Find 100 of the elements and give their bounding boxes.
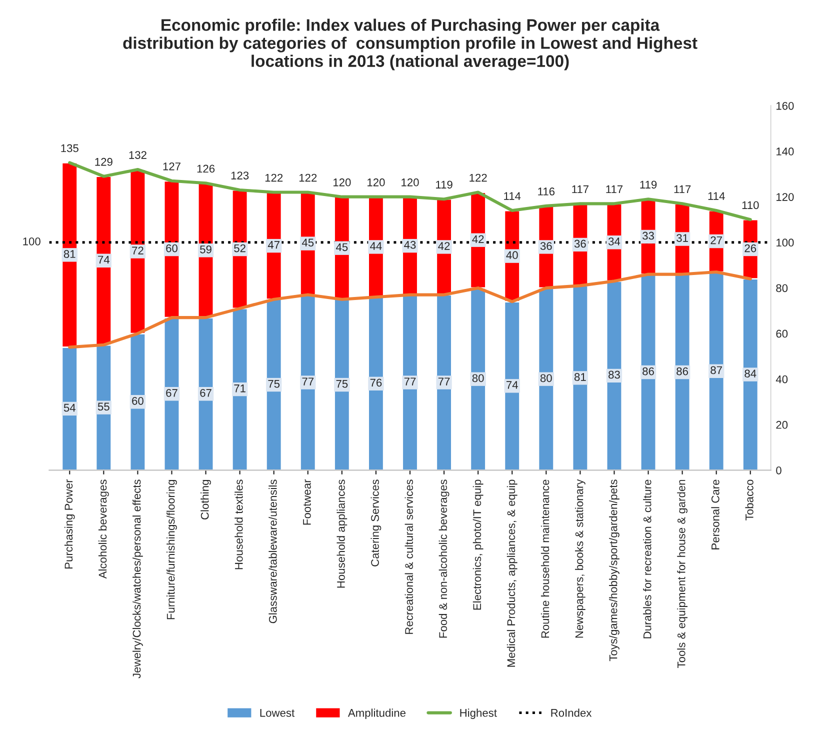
data-label: 120 <box>368 178 385 186</box>
data-label: 31 <box>676 234 688 242</box>
data-label: 75 <box>268 380 280 388</box>
data-label: 72 <box>132 246 144 254</box>
data-label: 60 <box>166 244 178 252</box>
x-tick-label: Durables for recreation & culture <box>643 480 652 638</box>
data-label: 86 <box>676 367 688 376</box>
y-tick-label: 120 <box>776 193 794 201</box>
data-label: 81 <box>574 373 586 381</box>
data-label: 45 <box>302 238 314 247</box>
y-tick-label: 20 <box>776 420 788 429</box>
y-tick-label: 140 <box>776 148 794 156</box>
x-tick-label: Toys/games/hobby/sport/garden/pets <box>609 480 620 662</box>
y-tick-label: 40 <box>776 375 788 384</box>
data-label: 55 <box>98 402 110 411</box>
x-tick-label: Tools & equipment for house & garden <box>677 480 688 668</box>
legend-label: Amplitudine <box>348 708 406 719</box>
x-tick-label: Household appliances <box>336 480 348 588</box>
data-label: 26 <box>744 244 756 252</box>
data-label: 77 <box>438 378 450 386</box>
bar <box>368 296 384 470</box>
y-tick-label: 160 <box>776 102 794 110</box>
x-tick-label: Tobacco <box>745 480 754 520</box>
data-label: 122 <box>299 174 317 182</box>
x-tick-label: Newspapers, books & stationary <box>575 479 586 638</box>
data-label: 122 <box>265 174 283 182</box>
data-label: 77 <box>302 378 314 386</box>
bar <box>402 294 418 470</box>
y-tick-label: 100 <box>776 238 794 247</box>
data-label: 80 <box>540 374 552 382</box>
data-label: 123 <box>231 172 249 180</box>
data-label: 84 <box>744 370 756 378</box>
data-label: 52 <box>234 244 246 252</box>
data-label: 36 <box>574 240 586 248</box>
data-label: 83 <box>608 370 620 379</box>
bar <box>334 298 350 470</box>
data-label: 67 <box>200 389 212 397</box>
data-label: 114 <box>504 192 521 200</box>
data-label: 120 <box>334 178 351 186</box>
data-label: 44 <box>370 242 382 250</box>
data-label: 33 <box>642 232 654 240</box>
data-label: 59 <box>200 245 212 254</box>
data-label: 119 <box>640 180 657 189</box>
data-label: 114 <box>708 192 725 200</box>
x-tick-label: Catering Services <box>370 480 382 566</box>
bar <box>640 274 657 470</box>
data-label: 135 <box>61 144 78 152</box>
data-label: 127 <box>163 162 180 170</box>
x-tick-label: Medical Products, appliances, & equip <box>506 480 518 667</box>
data-label: 119 <box>436 180 452 189</box>
data-label: 77 <box>404 378 416 386</box>
data-label: 117 <box>606 185 623 194</box>
data-label: 80 <box>472 374 484 382</box>
data-label: 81 <box>64 250 76 258</box>
x-tick-label: Electronics, photo/IT equip <box>472 480 484 610</box>
data-label: 75 <box>336 380 348 388</box>
x-tick-label: Purchasing Power <box>64 479 75 568</box>
data-label: 129 <box>95 158 112 166</box>
data-label: 40 <box>506 251 518 260</box>
x-tick-label: Furniture/furnishings/flooring <box>166 480 177 620</box>
y-tick-label: 80 <box>776 284 788 292</box>
x-tick-label: Personal Care <box>711 480 720 550</box>
data-label: 43 <box>404 240 416 249</box>
x-tick-label: Footwear <box>303 479 311 525</box>
data-label: 42 <box>438 242 450 250</box>
line-series <box>68 270 752 349</box>
x-tick-label: Routine household maintenance <box>540 480 550 638</box>
data-label: 120 <box>402 178 419 186</box>
data-label: 36 <box>540 242 552 250</box>
data-label: 86 <box>642 367 654 376</box>
data-label: 110 <box>742 201 759 210</box>
data-label: 47 <box>268 241 280 249</box>
x-tick-label: Glassware/tableware/utensils <box>268 480 277 624</box>
legend-label: Lowest <box>260 709 295 717</box>
data-label: 34 <box>608 238 620 246</box>
x-tick-label: Alcoholic beverages <box>98 480 109 579</box>
data-label: 122 <box>470 174 487 182</box>
data-label: 60 <box>132 396 144 405</box>
x-tick-label: Food & non-alcoholic beverages <box>438 480 450 638</box>
x-tick-label: Recreational & cultural services <box>404 480 413 634</box>
data-label: 27 <box>710 236 722 244</box>
bar <box>674 274 691 470</box>
data-label: 42 <box>472 235 484 243</box>
data-label: 132 <box>129 151 146 159</box>
data-label: 45 <box>336 243 348 252</box>
data-label: 117 <box>572 185 588 194</box>
x-tick-label: Household textiles <box>234 480 243 570</box>
legend-label: Highest <box>460 708 497 719</box>
data-label: 126 <box>197 164 215 173</box>
legend-label: RoIndex <box>551 708 592 717</box>
y-tick-label: 60 <box>776 330 788 338</box>
chart-title: Economic profile: Index values of Purchasing Power per capita distribution by categories of consumption profile in Lowest and Highest locations in 2013 (national average=100) <box>123 18 698 70</box>
data-label: 117 <box>674 185 691 194</box>
data-label: 74 <box>506 381 518 389</box>
text: 100 <box>23 238 40 246</box>
data-label: 54 <box>64 404 76 412</box>
x-tick-label: Jewelry/Clocks/watches/personal effects <box>132 480 143 678</box>
data-label: 71 <box>234 384 246 392</box>
x-tick-label: Clothing <box>200 480 211 520</box>
data-label: 76 <box>370 378 382 387</box>
